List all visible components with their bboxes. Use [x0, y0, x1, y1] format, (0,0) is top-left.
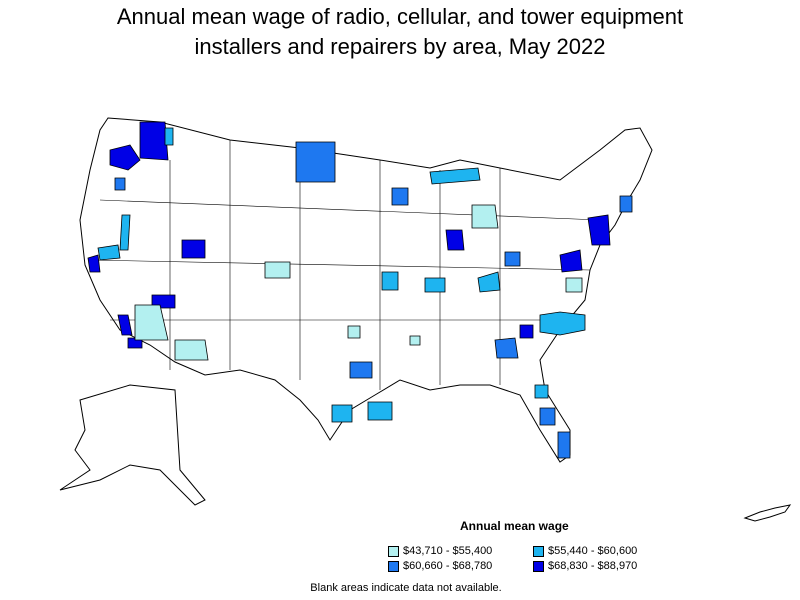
area-ny — [587, 214, 611, 246]
area-oklahoma — [349, 361, 373, 379]
area-san-antonio — [331, 404, 353, 423]
area-missouri — [424, 277, 446, 293]
area-wa-north — [139, 121, 169, 161]
map-title-line2: installers and repairers by area, May 20… — [194, 34, 606, 59]
us-mainland-outline — [79, 117, 653, 463]
area-tennessee — [494, 337, 519, 359]
area-ohio — [504, 251, 521, 267]
legend-item-1: $43,710 - $55,400 — [388, 545, 492, 557]
legend-swatch-4 — [533, 560, 544, 572]
map-title: Annual mean wage of radio, cellular, and… — [0, 2, 800, 62]
area-wa-east — [164, 127, 174, 146]
area-minnesota — [391, 187, 409, 206]
area-arizona-west — [134, 304, 169, 341]
legend-label-4: $68,830 - $88,970 — [548, 560, 638, 572]
legend-swatch-3 — [388, 560, 399, 572]
map-title-line1: Annual mean wage of radio, cellular, and… — [116, 4, 684, 29]
area-tucson — [174, 339, 209, 361]
area-salt-lake — [181, 239, 206, 259]
area-oklahoma-ne — [347, 325, 361, 339]
legend-swatch-2 — [533, 545, 544, 557]
area-kansas-city — [381, 271, 399, 291]
area-houston — [367, 401, 393, 421]
hawaii-outline — [743, 504, 792, 522]
area-central-ca — [97, 244, 121, 261]
area-seattle — [109, 144, 141, 171]
area-dc-baltimore — [559, 249, 583, 273]
area-florida-east — [557, 431, 571, 459]
legend-label-1: $43,710 - $55,400 — [403, 545, 493, 557]
legend-swatch-1 — [388, 545, 399, 557]
area-oregon — [114, 177, 126, 191]
area-virginia — [565, 277, 583, 293]
area-indiana — [471, 204, 499, 229]
area-florida-west — [539, 407, 556, 426]
legend-item-3: $60,660 - $68,780 — [388, 560, 492, 572]
legend-label-3: $60,660 - $68,780 — [403, 560, 493, 572]
area-sf-bay — [87, 254, 101, 273]
area-atlanta — [519, 324, 534, 339]
availability-note: Blank areas indicate data not available. — [310, 582, 502, 594]
area-michigan-up — [429, 167, 481, 185]
area-carolinas — [539, 311, 586, 336]
area-jacksonville — [534, 384, 549, 399]
legend-label-2: $55,440 - $60,600 — [548, 545, 638, 557]
area-arkansas — [409, 335, 421, 346]
area-north-dakota — [295, 141, 336, 183]
area-colorado — [264, 261, 291, 279]
legend-item-4: $68,830 - $88,970 — [533, 560, 637, 572]
legend-item-2: $55,440 - $60,600 — [533, 545, 637, 557]
legend-title: Annual mean wage — [460, 519, 569, 533]
area-la — [117, 314, 133, 336]
area-kentucky — [477, 271, 501, 293]
area-chicago — [445, 229, 465, 251]
area-nevada-north — [119, 214, 131, 251]
alaska-outline — [59, 384, 206, 506]
area-boston — [619, 195, 633, 213]
